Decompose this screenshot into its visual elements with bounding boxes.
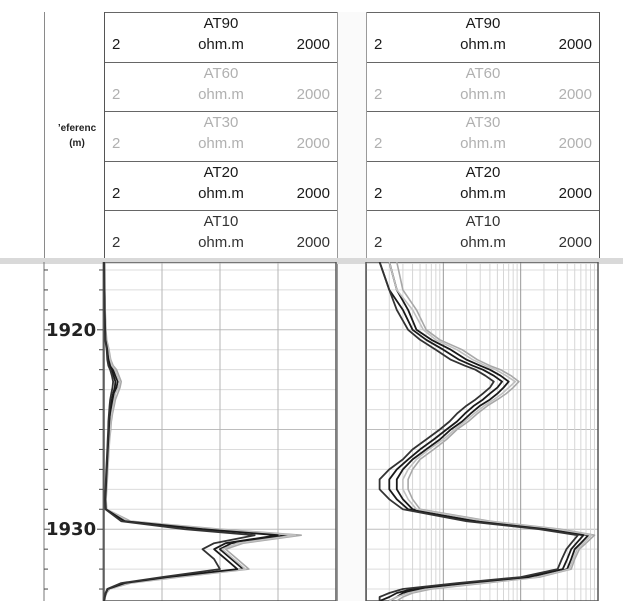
curve-max-label: 2000 [558, 85, 592, 103]
series-at20-curve [103, 262, 279, 601]
curve-unit-label: ohm.m [460, 234, 506, 252]
curve-header-at20: AT20 2 ohm.m 2000 [367, 160, 599, 211]
curve-min-label: 2 [374, 135, 383, 153]
curve-unit-label: ohm.m [460, 85, 506, 103]
curve-min-label: 2 [112, 184, 121, 202]
curve-unit-label: ohm.m [198, 135, 244, 153]
curve-name-label: AT60 [465, 64, 501, 82]
curve-unit-label: ohm.m [198, 85, 244, 103]
curve-unit-label: ohm.m [460, 135, 506, 153]
series-at90-curve [388, 262, 590, 601]
curve-min-label: 2 [374, 85, 383, 103]
curve-header-at60: AT60 2 ohm.m 2000 [105, 61, 337, 112]
curve-unit-label: ohm.m [460, 184, 506, 202]
track-1-header: AT90 2 ohm.m 2000 AT60 2 ohm.m 2000 AT30 2 ohm.m 20… [104, 12, 338, 260]
curve-header-at10: AT10 2 ohm.m 2000 [105, 210, 337, 260]
curve-max-label: 2000 [558, 135, 592, 153]
depth-label: 1920 [46, 320, 96, 341]
depth-track-title: ’eferenc (m) [49, 121, 105, 151]
curve-max-label: 2000 [296, 135, 330, 153]
curve-header-at30: AT30 2 ohm.m 2000 [367, 111, 599, 161]
curve-max-label: 2000 [558, 234, 592, 252]
curve-name-label: AT90 [203, 15, 239, 32]
curve-min-label: 2 [374, 184, 383, 202]
curve-name-label: AT20 [203, 163, 239, 181]
curve-header-at20: AT20 2 ohm.m 2000 [105, 160, 337, 211]
series-at90-curve [103, 262, 291, 601]
curve-name-label: AT30 [465, 114, 501, 132]
curve-unit-label: ohm.m [198, 36, 244, 53]
curve-min-label: 2 [374, 234, 383, 252]
track-2-header: AT90 2 ohm.m 2000 AT60 2 ohm.m 2000 AT30 2 ohm.m 20… [366, 12, 600, 260]
curve-name-label: AT30 [203, 114, 239, 132]
series-at30-curve [103, 262, 297, 601]
curve-max-label: 2000 [296, 184, 330, 202]
curve-header-at60: AT60 2 ohm.m 2000 [367, 61, 599, 112]
curve-min-label: 2 [374, 36, 383, 53]
curve-min-label: 2 [112, 85, 121, 103]
curve-name-label: AT90 [465, 15, 501, 32]
depth-title-label: ’eferenc [57, 123, 97, 134]
depth-unit-label: (m) [69, 138, 85, 149]
series-at10-curve [378, 262, 579, 601]
depth-label: 1930 [46, 519, 96, 540]
curve-max-label: 2000 [296, 85, 330, 103]
curve-unit-label: ohm.m [198, 234, 244, 252]
curve-min-label: 2 [112, 135, 121, 153]
curve-min-label: 2 [112, 36, 121, 53]
log-plot-area: 1920 1930 [43, 262, 599, 601]
curve-min-label: 2 [112, 234, 121, 252]
curve-name-label: AT10 [203, 213, 239, 231]
curve-name-label: AT10 [465, 213, 501, 231]
curve-max-label: 2000 [558, 36, 592, 53]
curve-name-label: AT20 [465, 163, 501, 181]
curve-header-at30: AT30 2 ohm.m 2000 [105, 111, 337, 161]
curve-max-label: 2000 [558, 184, 592, 202]
track-2-frame [365, 262, 599, 601]
curve-header-at90: AT90 2 ohm.m 2000 [105, 12, 337, 62]
curve-header-at90: AT90 2 ohm.m 2000 [367, 12, 599, 62]
header-plot-divider [0, 258, 623, 264]
log-header: ’eferenc (m) AT90 2 ohm.m 2000 AT60 2 ohm.m 200… [0, 0, 623, 262]
curve-name-label: AT60 [203, 64, 239, 82]
series-at10-curve [103, 262, 256, 601]
curve-max-label: 2000 [296, 36, 330, 53]
curve-unit-label: ohm.m [198, 184, 244, 202]
curve-unit-label: ohm.m [460, 36, 506, 53]
curve-header-at10: AT10 2 ohm.m 2000 [367, 210, 599, 260]
series-at60-curve [396, 262, 596, 601]
series-at30-curve [388, 262, 593, 601]
series-at20-curve [378, 262, 585, 601]
depth-track-header: ’eferenc (m) [44, 12, 105, 260]
track-1-frame [103, 262, 337, 601]
curve-max-label: 2000 [296, 234, 330, 252]
